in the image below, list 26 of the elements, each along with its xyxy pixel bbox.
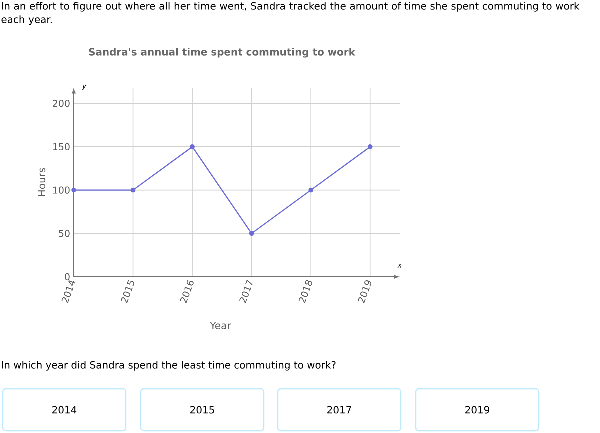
y-tick-label: 150 <box>53 143 70 151</box>
x-tick-label: 2019 <box>358 280 372 304</box>
y-tick-label: 50 <box>59 230 70 238</box>
text: In an effort to figure out where all her time went, Sandra tracked the amount of time she spent commuting to work each year. <box>2 2 580 26</box>
point <box>72 188 76 193</box>
y-axis-title: Hours <box>38 168 46 196</box>
point <box>308 188 314 193</box>
x-tick-label: 2018 <box>298 280 312 304</box>
point <box>368 144 373 150</box>
chart-title: Sandra's annual time spent commuting to work <box>89 48 356 58</box>
text: 2019 <box>466 406 490 414</box>
text: In which year did Sandra spend the least time commuting to work? <box>2 361 336 371</box>
x-tick-label: 2015 <box>121 280 134 304</box>
point <box>249 231 254 236</box>
y-tick-label: 200 <box>53 100 70 108</box>
x-tick-label: 2014 <box>62 280 76 304</box>
text: 2017 <box>328 406 352 414</box>
x-tick-label: 2017 <box>240 280 253 304</box>
text: 2015 <box>190 406 214 414</box>
point <box>130 188 136 193</box>
x-tick-label: 2016 <box>180 280 194 304</box>
x-axis-title: Year <box>210 322 232 330</box>
y-tick-label: 100 <box>53 186 70 194</box>
y-tick-label: 0 <box>65 273 70 281</box>
point <box>190 144 195 150</box>
text: 2014 <box>52 406 77 414</box>
